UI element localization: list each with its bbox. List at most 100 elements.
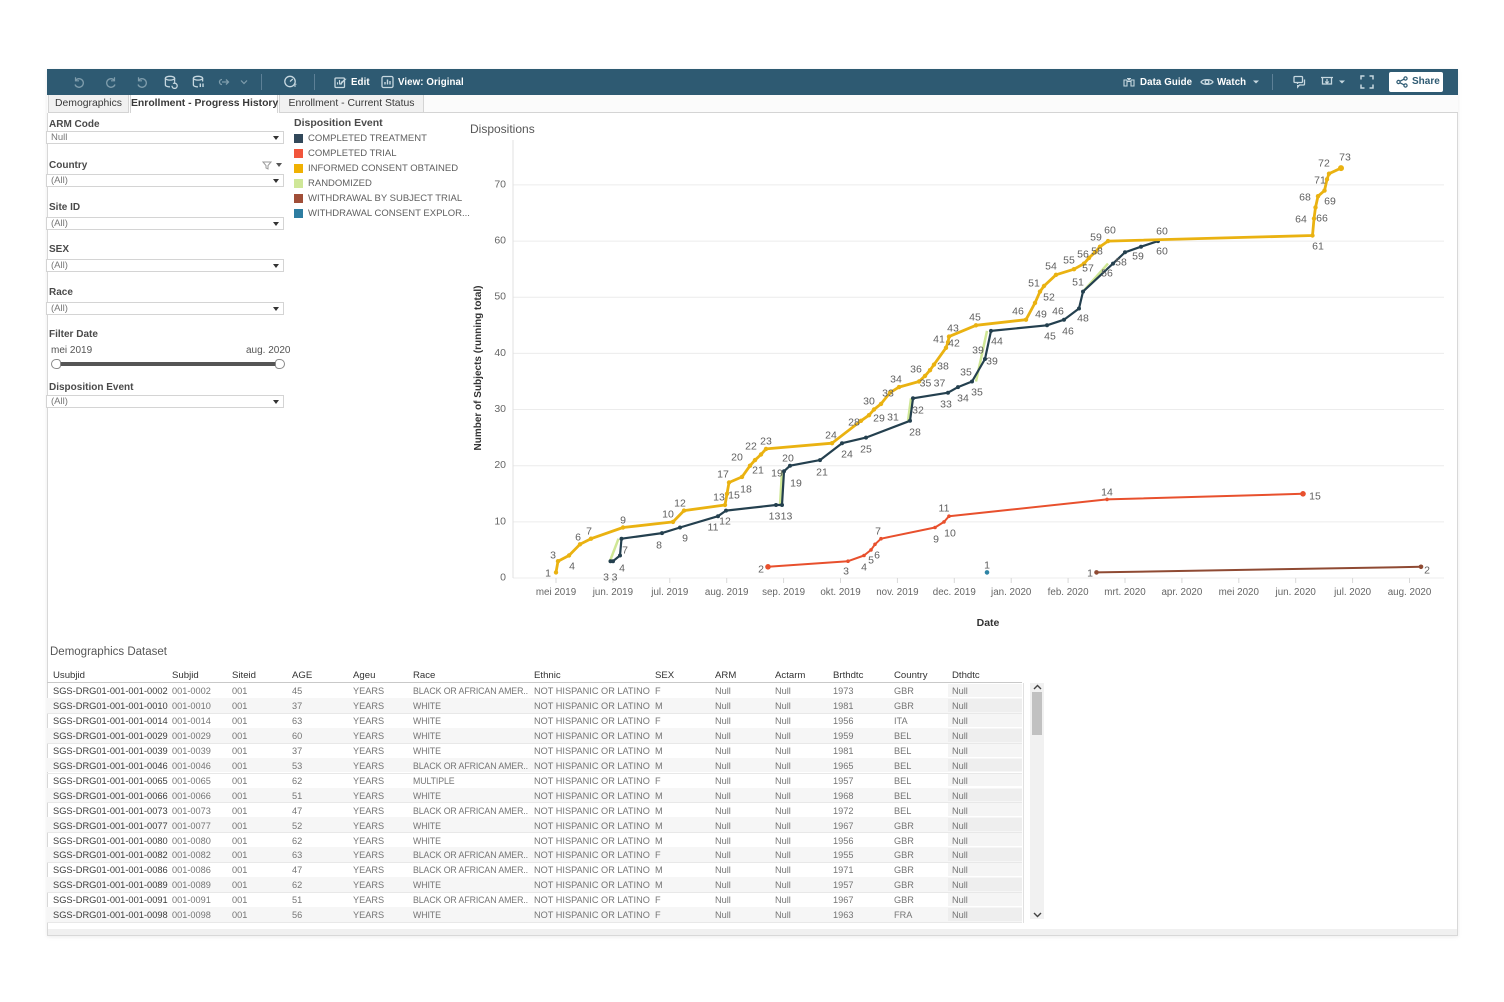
svg-text:51: 51 xyxy=(1028,278,1040,290)
svg-text:33: 33 xyxy=(882,388,894,400)
svg-text:0: 0 xyxy=(500,572,506,584)
svg-text:48: 48 xyxy=(1077,313,1089,325)
svg-text:24: 24 xyxy=(841,449,853,461)
svg-text:28: 28 xyxy=(909,427,921,439)
svg-text:14: 14 xyxy=(1101,487,1113,499)
svg-text:mei 2019: mei 2019 xyxy=(536,587,576,598)
svg-text:70: 70 xyxy=(494,178,506,190)
svg-text:71: 71 xyxy=(1314,175,1326,187)
svg-text:51: 51 xyxy=(1072,277,1084,289)
svg-text:35: 35 xyxy=(920,378,932,390)
svg-text:1: 1 xyxy=(545,568,551,580)
svg-text:aug. 2020: aug. 2020 xyxy=(1388,587,1432,598)
svg-text:55: 55 xyxy=(1063,255,1075,267)
svg-text:6: 6 xyxy=(874,550,880,562)
svg-text:1: 1 xyxy=(984,560,990,572)
svg-text:31: 31 xyxy=(887,412,899,424)
svg-text:mrt. 2020: mrt. 2020 xyxy=(1104,587,1146,598)
svg-text:41: 41 xyxy=(933,334,945,346)
svg-text:44: 44 xyxy=(991,336,1003,348)
svg-text:10: 10 xyxy=(944,528,956,540)
svg-text:2: 2 xyxy=(1424,565,1430,577)
svg-text:apr. 2020: apr. 2020 xyxy=(1161,587,1202,598)
svg-text:57: 57 xyxy=(1082,263,1094,275)
svg-text:69: 69 xyxy=(1324,196,1336,208)
svg-text:19: 19 xyxy=(790,478,802,490)
svg-text:45: 45 xyxy=(969,312,981,324)
svg-text:7: 7 xyxy=(586,526,592,538)
svg-text:20: 20 xyxy=(731,452,743,464)
svg-text:9: 9 xyxy=(682,533,688,545)
svg-text:58: 58 xyxy=(1091,246,1103,258)
svg-text:29: 29 xyxy=(873,413,885,425)
svg-text:42: 42 xyxy=(948,338,960,350)
svg-text:37: 37 xyxy=(934,378,946,390)
svg-text:8: 8 xyxy=(656,540,662,552)
svg-text:19: 19 xyxy=(771,468,783,480)
svg-text:30: 30 xyxy=(494,403,506,415)
svg-text:32: 32 xyxy=(912,405,924,417)
svg-text:3: 3 xyxy=(612,572,618,584)
svg-text:36: 36 xyxy=(910,364,922,376)
svg-text:17: 17 xyxy=(717,469,729,481)
svg-text:46: 46 xyxy=(1012,306,1024,318)
svg-text:4: 4 xyxy=(861,562,867,574)
svg-text:jan. 2020: jan. 2020 xyxy=(990,587,1032,598)
svg-text:35: 35 xyxy=(960,367,972,379)
svg-text:7: 7 xyxy=(875,526,881,538)
svg-text:Number of Subjects (running to: Number of Subjects (running total) xyxy=(473,286,484,451)
svg-text:21: 21 xyxy=(816,467,828,479)
svg-text:45: 45 xyxy=(1044,331,1056,343)
svg-text:11: 11 xyxy=(939,503,950,515)
svg-text:13: 13 xyxy=(781,511,793,523)
svg-text:64: 64 xyxy=(1295,214,1307,226)
svg-text:aug. 2019: aug. 2019 xyxy=(705,587,749,598)
svg-text:60: 60 xyxy=(494,235,506,247)
svg-text:sep. 2019: sep. 2019 xyxy=(762,587,805,598)
svg-text:Date: Date xyxy=(977,617,1000,629)
svg-text:7: 7 xyxy=(622,545,628,557)
svg-text:39: 39 xyxy=(986,356,998,368)
svg-text:13: 13 xyxy=(713,492,725,504)
svg-text:66: 66 xyxy=(1316,213,1328,225)
svg-text:3: 3 xyxy=(843,566,849,578)
svg-text:jun. 2020: jun. 2020 xyxy=(1275,587,1317,598)
svg-text:13: 13 xyxy=(769,511,781,523)
svg-text:30: 30 xyxy=(863,396,875,408)
svg-text:60: 60 xyxy=(1156,226,1168,238)
svg-text:59: 59 xyxy=(1132,251,1144,263)
svg-text:24: 24 xyxy=(825,430,837,442)
svg-text:20: 20 xyxy=(782,453,794,465)
svg-text:12: 12 xyxy=(719,516,731,528)
svg-text:22: 22 xyxy=(745,441,757,453)
svg-text:56: 56 xyxy=(1101,268,1113,280)
svg-text:72: 72 xyxy=(1318,158,1330,170)
svg-text:20: 20 xyxy=(494,459,506,471)
svg-text:jul. 2020: jul. 2020 xyxy=(1333,587,1372,598)
svg-text:10: 10 xyxy=(494,515,506,527)
svg-text:60: 60 xyxy=(1156,246,1168,258)
svg-text:2: 2 xyxy=(758,564,764,576)
svg-text:43: 43 xyxy=(947,323,959,335)
svg-text:6: 6 xyxy=(575,532,581,544)
svg-text:10: 10 xyxy=(662,509,674,521)
svg-text:39: 39 xyxy=(972,345,984,357)
svg-text:34: 34 xyxy=(890,374,902,386)
svg-text:56: 56 xyxy=(1077,249,1089,261)
svg-text:4: 4 xyxy=(569,561,575,573)
svg-text:34: 34 xyxy=(957,393,969,405)
svg-text:okt. 2019: okt. 2019 xyxy=(820,587,860,598)
svg-text:23: 23 xyxy=(760,436,772,448)
svg-text:46: 46 xyxy=(1052,306,1064,318)
svg-text:mei 2020: mei 2020 xyxy=(1219,587,1260,598)
svg-text:15: 15 xyxy=(728,490,740,502)
svg-text:28: 28 xyxy=(848,417,860,429)
svg-text:60: 60 xyxy=(1104,225,1116,237)
svg-text:73: 73 xyxy=(1339,152,1351,164)
svg-text:54: 54 xyxy=(1045,261,1057,273)
svg-text:11: 11 xyxy=(708,522,719,534)
svg-text:40: 40 xyxy=(494,347,506,359)
svg-text:25: 25 xyxy=(860,444,872,456)
svg-text:58: 58 xyxy=(1115,257,1127,269)
svg-text:49: 49 xyxy=(1035,309,1047,321)
